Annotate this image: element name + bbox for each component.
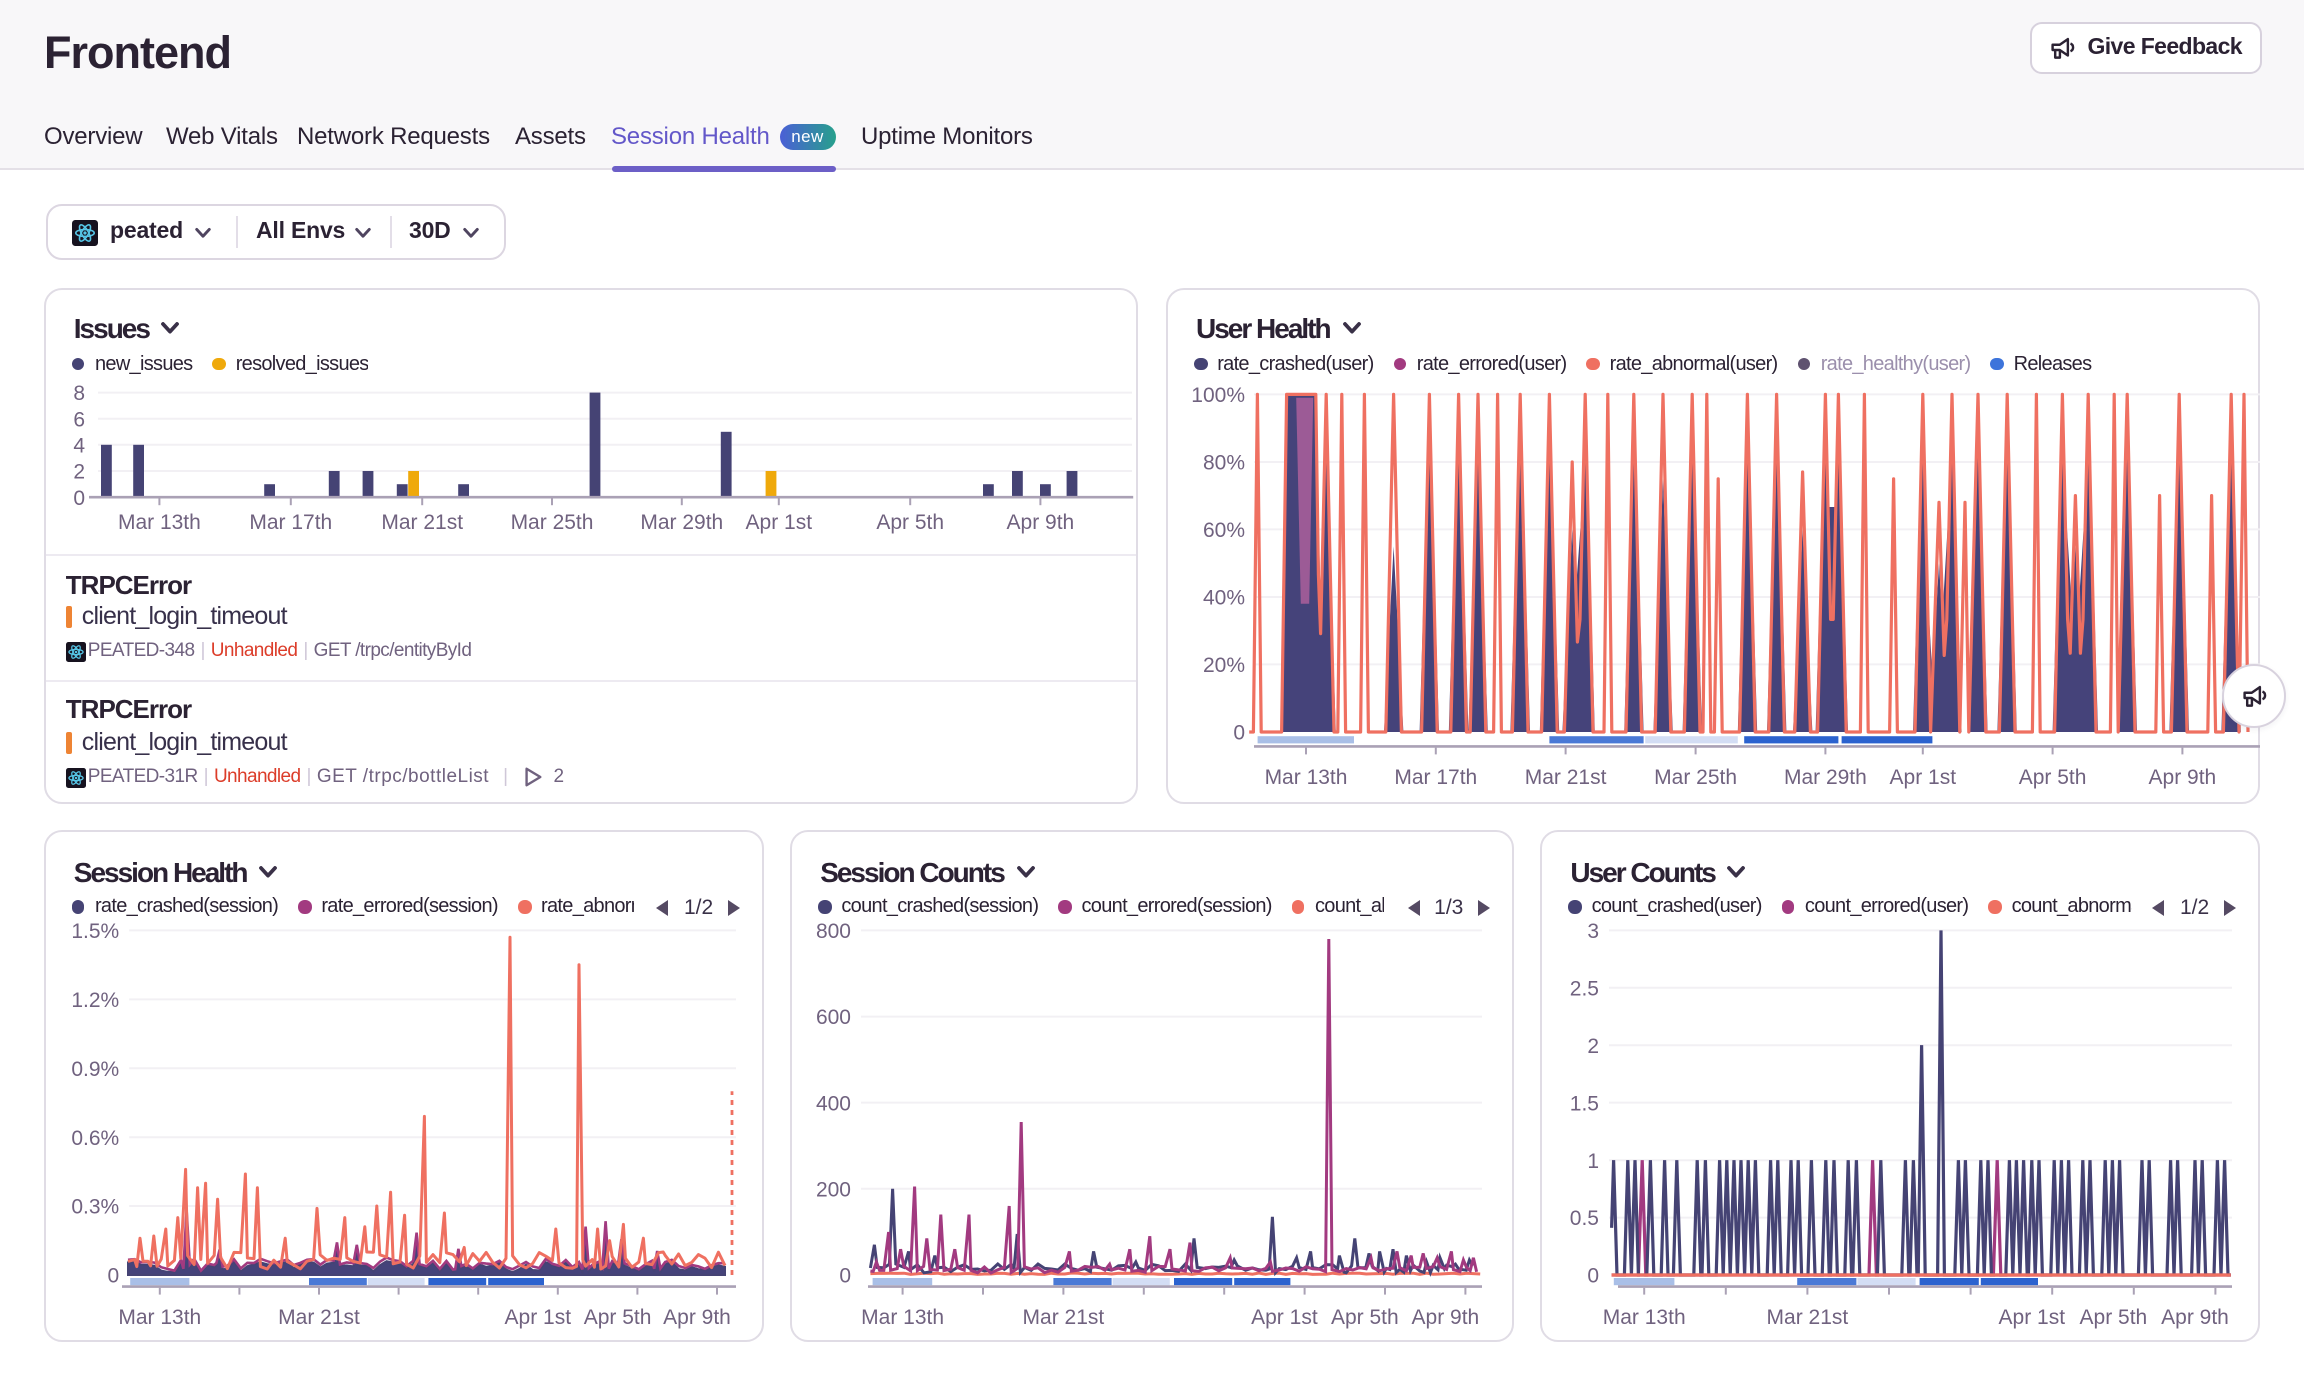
svg-text:Mar 17th: Mar 17th: [249, 510, 332, 533]
svg-text:1: 1: [1588, 1150, 1600, 1173]
svg-text:2.5: 2.5: [1570, 977, 1599, 1000]
svg-text:Apr 1st: Apr 1st: [1251, 1306, 1318, 1329]
svg-text:Mar 13th: Mar 13th: [861, 1306, 944, 1329]
svg-text:3: 3: [1588, 920, 1600, 943]
svg-text:Mar 21st: Mar 21st: [1023, 1306, 1105, 1329]
svg-text:Mar 29th: Mar 29th: [640, 510, 723, 533]
svg-text:Mar 29th: Mar 29th: [1784, 765, 1867, 788]
svg-text:0.6%: 0.6%: [71, 1127, 119, 1150]
svg-text:40%: 40%: [1203, 586, 1245, 609]
svg-text:Apr 1st: Apr 1st: [1999, 1306, 2066, 1329]
svg-text:Apr 9th: Apr 9th: [663, 1306, 731, 1329]
svg-text:2: 2: [73, 460, 85, 483]
svg-text:Mar 21st: Mar 21st: [278, 1306, 360, 1329]
svg-text:Apr 5th: Apr 5th: [584, 1306, 652, 1329]
svg-text:Mar 13th: Mar 13th: [1603, 1306, 1686, 1329]
svg-text:8: 8: [73, 382, 85, 405]
svg-text:0: 0: [1233, 721, 1245, 744]
svg-text:Apr 5th: Apr 5th: [2019, 765, 2087, 788]
svg-text:Apr 5th: Apr 5th: [1331, 1306, 1399, 1329]
svg-text:20%: 20%: [1203, 653, 1245, 676]
svg-text:0.3%: 0.3%: [71, 1196, 119, 1219]
svg-text:600: 600: [816, 1006, 851, 1029]
svg-text:Mar 25th: Mar 25th: [1654, 765, 1737, 788]
svg-text:Mar 21st: Mar 21st: [381, 510, 463, 533]
svg-text:200: 200: [816, 1178, 851, 1201]
svg-text:2: 2: [1588, 1035, 1600, 1058]
svg-text:1.5: 1.5: [1570, 1092, 1599, 1115]
svg-text:0: 0: [107, 1265, 119, 1288]
svg-text:Mar 17th: Mar 17th: [1394, 765, 1477, 788]
svg-text:0.9%: 0.9%: [71, 1058, 119, 1081]
svg-text:Mar 25th: Mar 25th: [510, 510, 593, 533]
svg-text:800: 800: [816, 920, 851, 943]
svg-text:0: 0: [840, 1265, 852, 1288]
svg-text:Mar 13th: Mar 13th: [118, 510, 201, 533]
svg-text:Apr 1st: Apr 1st: [1890, 765, 1957, 788]
svg-text:0: 0: [1588, 1265, 1600, 1288]
svg-text:0.5: 0.5: [1570, 1207, 1599, 1230]
svg-text:400: 400: [816, 1092, 851, 1115]
svg-text:1.5%: 1.5%: [71, 920, 119, 943]
svg-text:Apr 5th: Apr 5th: [2080, 1306, 2148, 1329]
svg-text:100%: 100%: [1191, 383, 1245, 406]
svg-text:Apr 9th: Apr 9th: [1006, 510, 1074, 533]
svg-text:4: 4: [73, 434, 85, 457]
svg-text:Mar 13th: Mar 13th: [1265, 765, 1348, 788]
svg-text:0: 0: [73, 486, 85, 509]
svg-text:60%: 60%: [1203, 518, 1245, 541]
svg-text:1.2%: 1.2%: [71, 989, 119, 1012]
svg-text:Apr 9th: Apr 9th: [2149, 765, 2217, 788]
svg-text:80%: 80%: [1203, 451, 1245, 474]
svg-text:Apr 9th: Apr 9th: [2162, 1306, 2230, 1329]
svg-text:Mar 21st: Mar 21st: [1525, 765, 1607, 788]
svg-text:Apr 1st: Apr 1st: [504, 1306, 571, 1329]
svg-text:Mar 13th: Mar 13th: [118, 1306, 201, 1329]
svg-text:6: 6: [73, 408, 85, 431]
svg-text:Apr 5th: Apr 5th: [876, 510, 944, 533]
svg-text:Mar 21st: Mar 21st: [1767, 1306, 1849, 1329]
svg-text:Apr 1st: Apr 1st: [745, 510, 812, 533]
svg-text:Apr 9th: Apr 9th: [1412, 1306, 1480, 1329]
